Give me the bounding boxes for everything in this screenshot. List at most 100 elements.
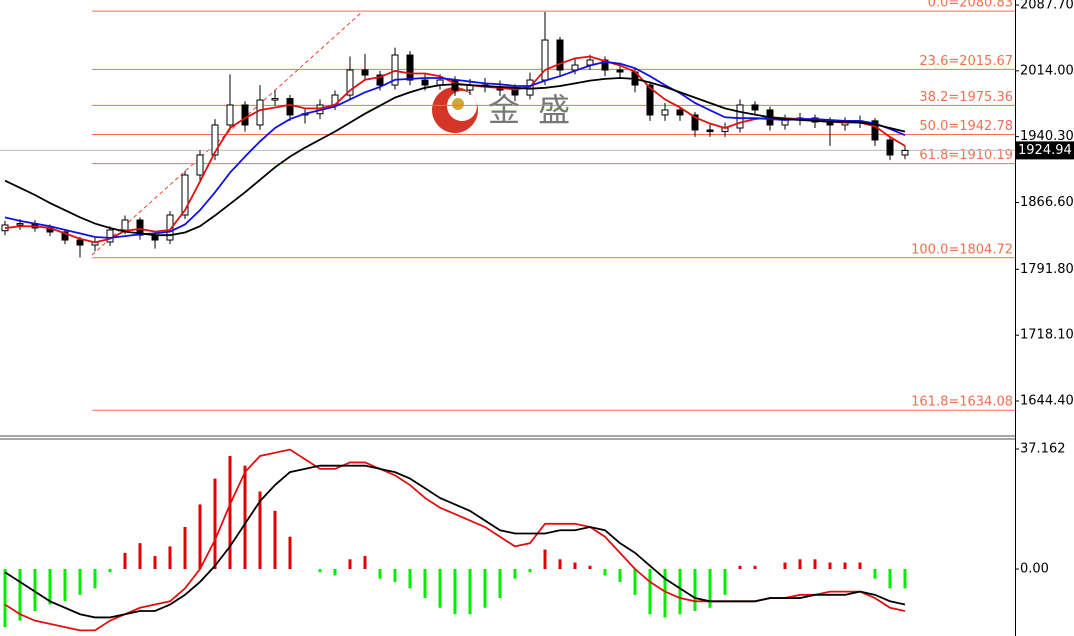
histogram-bar — [18, 568, 22, 621]
watermark: 金 盛 — [488, 91, 574, 129]
histogram-bar — [108, 568, 112, 573]
histogram-bar — [753, 565, 757, 569]
candle-body — [886, 139, 894, 156]
histogram-bar — [633, 568, 637, 595]
histogram-bar — [3, 568, 7, 628]
histogram-bar — [168, 546, 172, 569]
y-tick-label: 1940.30 — [1020, 129, 1074, 144]
histogram-bar — [573, 562, 577, 569]
indicator-line — [4, 60, 906, 239]
histogram-bar — [228, 455, 232, 569]
histogram-bar — [603, 568, 607, 576]
histogram-bar — [243, 465, 247, 569]
histogram-bar — [468, 568, 472, 615]
indicator-line — [4, 77, 906, 237]
candle-body — [616, 69, 624, 73]
candle-body — [661, 109, 669, 116]
fib-label: 100.0=1804.72 — [911, 242, 1013, 257]
fib-label: 161.8=1634.08 — [911, 395, 1013, 410]
candle-body — [211, 124, 219, 156]
histogram-bar — [558, 559, 562, 569]
histogram-bar — [513, 568, 517, 579]
candle-body — [751, 104, 759, 111]
histogram-bar — [93, 568, 97, 589]
candle-body — [196, 154, 204, 176]
trend-line — [91, 11, 363, 256]
candle-body — [676, 109, 684, 116]
histogram-bar — [183, 527, 187, 569]
histogram-bar — [153, 556, 157, 569]
candle-body — [16, 223, 24, 226]
current-price-box — [1016, 141, 1074, 160]
histogram-bar — [33, 568, 37, 611]
logo-dot — [452, 98, 464, 110]
histogram-bar — [423, 568, 427, 599]
fib-label: 0.0=2080.83 — [928, 0, 1013, 11]
candle-body — [256, 99, 264, 126]
histogram-bar — [708, 568, 712, 608]
histogram-bar — [123, 552, 127, 569]
candle-body — [601, 59, 609, 71]
watermark-logo — [432, 87, 478, 133]
histogram-bar — [363, 556, 367, 569]
candle-body — [511, 89, 519, 96]
histogram-bar — [618, 568, 622, 582]
histogram-bar — [903, 568, 907, 589]
current-price-label: 1924.94 — [1018, 143, 1072, 158]
histogram-bar — [288, 536, 292, 569]
fib-label: 38.2=1975.36 — [919, 90, 1013, 105]
histogram-bar — [378, 568, 382, 579]
candle-body — [121, 219, 129, 231]
candle-body — [226, 104, 234, 126]
histogram-bar — [843, 562, 847, 569]
histogram-bar — [828, 562, 832, 569]
histogram-bar — [348, 559, 352, 569]
histogram-bar — [798, 559, 802, 569]
histogram-bar — [213, 478, 217, 569]
histogram-bar — [543, 549, 547, 569]
candle-body — [556, 39, 564, 71]
histogram-bar — [438, 568, 442, 608]
histogram-bar — [333, 568, 337, 576]
candle-body — [421, 79, 429, 86]
histogram-bar — [663, 568, 667, 618]
candle-body — [76, 239, 84, 246]
candle-body — [181, 174, 189, 216]
candle-body — [286, 98, 294, 116]
candle-body — [646, 84, 654, 116]
y-tick-label: 2087.70 — [1020, 0, 1074, 13]
histogram-bar — [318, 568, 322, 573]
y-tick-label: 37.162 — [1020, 442, 1066, 457]
histogram-bar — [453, 568, 457, 615]
histogram-bar — [408, 568, 412, 589]
histogram-bar — [258, 491, 262, 569]
candle-body — [106, 229, 114, 243]
y-tick-label: 1866.60 — [1020, 195, 1074, 210]
histogram-bar — [48, 568, 52, 605]
histogram-bar — [138, 543, 142, 569]
histogram-bar — [888, 568, 892, 589]
candle-body — [691, 114, 699, 131]
histogram-bar — [678, 568, 682, 615]
histogram-bar — [498, 568, 502, 599]
histogram-bar — [783, 562, 787, 569]
candle-body — [166, 214, 174, 241]
y-tick-label: 0.00 — [1020, 561, 1049, 576]
candle-body — [271, 98, 279, 101]
histogram-bar — [738, 565, 742, 569]
candle-body — [541, 39, 549, 81]
fib-label: 23.6=2015.67 — [919, 54, 1013, 69]
fib-label: 50.0=1942.78 — [919, 119, 1013, 134]
histogram-bar — [198, 504, 202, 569]
candle-body — [706, 129, 714, 133]
histogram-bar — [693, 568, 697, 611]
histogram-bar — [858, 562, 862, 569]
candle-body — [241, 104, 249, 126]
y-tick-label: 1718.10 — [1020, 328, 1074, 343]
histogram-bar — [273, 510, 277, 569]
histogram-bar — [483, 568, 487, 608]
histogram-bar — [528, 568, 532, 573]
y-tick-label: 1644.40 — [1020, 393, 1074, 408]
histogram-bar — [723, 568, 727, 595]
